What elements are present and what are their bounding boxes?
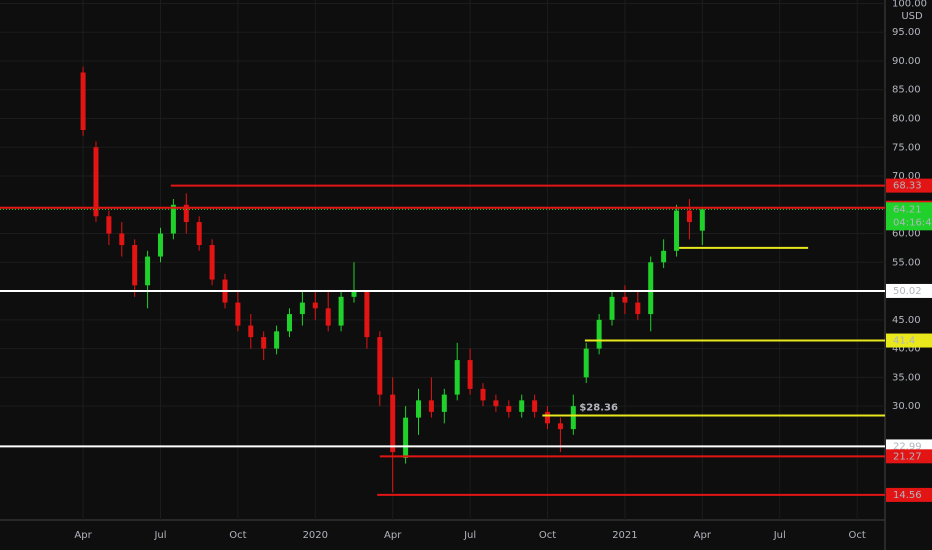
candle-body: [286, 314, 292, 332]
candle-body: [635, 302, 641, 315]
candle-body: [390, 394, 396, 453]
price-badge-label: 64.21: [893, 204, 922, 215]
x-tick-label: Jul: [153, 530, 166, 541]
level-annotation: $28.36: [579, 403, 618, 414]
candle-body: [106, 216, 112, 234]
candle-body: [648, 262, 654, 315]
candle-body: [519, 400, 525, 412]
candle-body: [312, 302, 318, 309]
price-badge-label: 50.02: [893, 286, 922, 297]
candle-body: [209, 245, 215, 280]
candle-body: [441, 394, 447, 412]
candle-body: [299, 302, 305, 315]
candle-body: [235, 302, 241, 326]
price-badge: [886, 449, 932, 464]
candle-body: [532, 400, 538, 412]
candle-body: [119, 233, 125, 246]
candle-body: [480, 388, 486, 401]
candle-body: [609, 296, 615, 320]
y-tick-label: 75.00: [892, 142, 921, 153]
y-tick-label: 80.00: [892, 113, 921, 124]
price-badge: [886, 333, 932, 348]
candle-body: [493, 400, 499, 407]
candle-body: [132, 245, 138, 286]
y-tick-label: 30.00: [892, 401, 921, 412]
y-tick-label: 45.00: [892, 315, 921, 326]
y-tick-label: 90.00: [892, 56, 921, 67]
y-tick-label: 95.00: [892, 27, 921, 38]
candle-body: [467, 360, 473, 389]
candle-body: [416, 400, 422, 418]
candle-body: [364, 291, 370, 338]
candle-body: [170, 204, 176, 234]
candle-body: [570, 406, 576, 430]
candle-body: [454, 360, 460, 395]
candle-body: [596, 319, 602, 349]
price-badge-label: 22.99: [893, 441, 922, 452]
price-badge: [886, 202, 932, 231]
x-tick-label: Oct: [539, 530, 556, 541]
candle-body: [145, 256, 151, 286]
candle-body: [80, 72, 86, 130]
y-tick-label: 60.00: [892, 229, 921, 240]
x-tick-label: 2021: [612, 530, 637, 541]
candle-body: [93, 147, 99, 217]
candle-body: [403, 417, 409, 458]
candle-body: [338, 296, 344, 326]
candle-body: [674, 210, 680, 251]
candle-body: [351, 291, 357, 297]
x-tick-label: Apr: [74, 530, 92, 541]
x-tick-label: Apr: [694, 530, 712, 541]
candle-body: [377, 337, 383, 395]
candle-body: [428, 400, 434, 412]
candle-body: [274, 331, 280, 349]
y-tick-label: 70.00: [892, 171, 921, 182]
candle-body: [545, 411, 551, 424]
y-tick-label: 35.00: [892, 372, 921, 383]
y-tick-label: 100.00: [892, 0, 927, 9]
price-badge-label: 21.27: [893, 451, 922, 462]
candle-body: [557, 423, 563, 430]
candle-body: [686, 210, 692, 223]
price-badge: [886, 283, 932, 298]
y-tick-label: 40.00: [892, 344, 921, 355]
x-tick-label: Oct: [848, 530, 865, 541]
price-badge-label: 41.4: [893, 336, 915, 347]
price-badge: [886, 178, 932, 193]
candle-body: [699, 209, 705, 231]
x-tick-label: Apr: [384, 530, 402, 541]
y-tick-label: 85.00: [892, 85, 921, 96]
candle-body: [157, 233, 163, 257]
x-tick-label: Jul: [773, 530, 786, 541]
price-badge-label: 68.33: [893, 181, 922, 192]
candle-body: [261, 337, 267, 349]
x-tick-label: Jul: [463, 530, 476, 541]
y-tick-label: 55.00: [892, 257, 921, 268]
candle-body: [248, 325, 254, 338]
candle-body: [622, 296, 628, 303]
candle-body: [183, 204, 189, 223]
candle-body: [196, 222, 202, 246]
x-tick-label: 2020: [303, 530, 328, 541]
currency: USD: [901, 11, 923, 22]
x-tick-label: Oct: [229, 530, 246, 541]
countdown: 04:16:47: [893, 217, 932, 228]
candle-body: [583, 348, 589, 378]
candle-body: [506, 406, 512, 412]
price-badge-label: 14.56: [893, 490, 922, 501]
candle-body: [661, 250, 667, 263]
candle-body: [325, 308, 331, 326]
price-badge: [886, 487, 932, 502]
